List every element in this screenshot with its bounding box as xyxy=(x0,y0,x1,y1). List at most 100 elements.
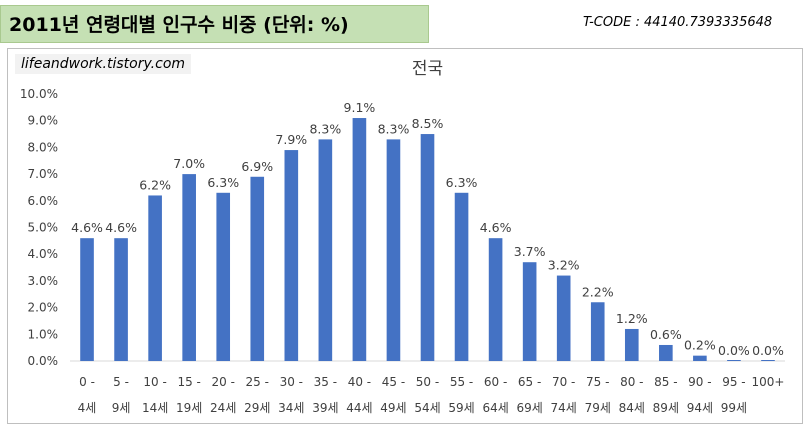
bar xyxy=(80,238,94,361)
x-tick-label: 10 - xyxy=(143,375,166,389)
bar xyxy=(624,328,639,361)
data-label: 3.7% xyxy=(514,244,546,259)
x-tick-label-suffix: 69세 xyxy=(516,401,542,415)
bar xyxy=(386,139,401,361)
data-label: 4.6% xyxy=(480,220,512,235)
data-label: 6.3% xyxy=(446,175,478,190)
y-tick-label: 9.0% xyxy=(28,114,59,128)
chart-title: 전국 xyxy=(412,59,443,79)
y-tick-label: 0.0% xyxy=(28,354,59,368)
x-tick-label: 60 - xyxy=(484,375,507,389)
x-tick-label: 45 - xyxy=(382,375,405,389)
bar xyxy=(318,139,333,361)
x-tick-label: 40 - xyxy=(348,375,371,389)
data-label: 0.6% xyxy=(650,327,682,342)
data-label: 7.9% xyxy=(275,132,307,147)
data-label: 6.2% xyxy=(139,177,171,192)
x-tick-label: 95 - xyxy=(722,375,745,389)
x-tick-label: 70 - xyxy=(552,375,575,389)
data-label: 8.3% xyxy=(378,121,410,136)
y-tick-label: 2.0% xyxy=(28,301,59,315)
x-tick-label-suffix: 74세 xyxy=(551,401,577,415)
x-tick-label: 100+ xyxy=(751,375,784,389)
bar xyxy=(420,134,435,361)
data-label: 0.0% xyxy=(718,343,750,358)
bar xyxy=(216,192,231,361)
bar xyxy=(182,174,196,361)
y-tick-label: 8.0% xyxy=(28,140,59,154)
x-tick-label: 30 - xyxy=(280,375,303,389)
x-tick-label-suffix: 49세 xyxy=(380,401,406,415)
data-label: 9.1% xyxy=(344,100,376,115)
bar xyxy=(590,302,605,361)
data-label: 8.3% xyxy=(309,121,341,136)
x-tick-label: 80 - xyxy=(620,375,643,389)
x-tick-label-suffix: 54세 xyxy=(414,401,440,415)
x-tick-label-suffix: 44세 xyxy=(346,401,372,415)
x-tick-label: 35 - xyxy=(314,375,337,389)
bar xyxy=(556,275,571,361)
data-label: 0.2% xyxy=(684,338,716,353)
bar xyxy=(659,344,673,361)
x-tick-label-suffix: 64세 xyxy=(482,401,508,415)
data-label: 2.2% xyxy=(582,284,614,299)
x-tick-label: 50 - xyxy=(416,375,439,389)
data-label: 4.6% xyxy=(71,220,103,235)
data-label: 4.6% xyxy=(105,220,137,235)
bar xyxy=(761,360,775,361)
chart-frame xyxy=(7,48,803,424)
y-tick-label: 6.0% xyxy=(28,194,59,208)
y-tick-label: 4.0% xyxy=(28,247,59,261)
x-tick-label-suffix: 84세 xyxy=(619,401,645,415)
x-tick-label: 20 - xyxy=(212,375,235,389)
bar xyxy=(454,192,469,361)
bar xyxy=(488,238,503,361)
y-tick-label: 5.0% xyxy=(28,221,59,235)
x-tick-label-suffix: 34세 xyxy=(278,401,304,415)
x-tick-label: 65 - xyxy=(518,375,541,389)
x-tick-label-suffix: 59세 xyxy=(448,401,474,415)
x-tick-label-suffix: 24세 xyxy=(210,401,236,415)
y-tick-label: 1.0% xyxy=(28,327,59,341)
bar xyxy=(693,355,707,361)
x-tick-label-suffix: 29세 xyxy=(244,401,270,415)
data-label: 8.5% xyxy=(412,116,444,131)
bar xyxy=(284,150,299,361)
x-tick-label: 75 - xyxy=(586,375,609,389)
x-tick-label-suffix: 94세 xyxy=(687,401,713,415)
x-tick-label: 0 - xyxy=(79,375,95,389)
bar xyxy=(250,176,265,361)
x-tick-label-suffix: 19세 xyxy=(176,401,202,415)
x-tick-label-suffix: 14세 xyxy=(142,401,168,415)
data-label: 6.9% xyxy=(241,159,273,174)
bar xyxy=(148,195,162,361)
x-tick-label-suffix: 4세 xyxy=(78,401,97,415)
y-tick-label: 10.0% xyxy=(20,87,58,101)
x-tick-label-suffix: 9세 xyxy=(112,401,131,415)
y-tick-label: 7.0% xyxy=(28,167,59,181)
bar xyxy=(522,262,537,361)
source-label: lifeandwork.tistory.com xyxy=(15,54,192,74)
data-label: 6.3% xyxy=(207,175,239,190)
y-tick-label: 3.0% xyxy=(28,274,59,288)
x-tick-label: 55 - xyxy=(450,375,473,389)
bar xyxy=(352,118,367,361)
x-tick-label-suffix: 99세 xyxy=(721,401,747,415)
x-tick-label-suffix: 89세 xyxy=(653,401,679,415)
x-tick-label-suffix: 39세 xyxy=(312,401,338,415)
x-tick-label: 15 - xyxy=(177,375,200,389)
data-label: 3.2% xyxy=(548,258,580,273)
data-label: 1.2% xyxy=(616,311,648,326)
x-tick-label: 90 - xyxy=(688,375,711,389)
x-tick-label: 85 - xyxy=(654,375,677,389)
bar xyxy=(114,238,128,361)
x-tick-label: 5 - xyxy=(113,375,129,389)
bar xyxy=(727,360,741,361)
x-tick-label: 25 - xyxy=(246,375,269,389)
x-tick-label-suffix: 79세 xyxy=(585,401,611,415)
tcode-label: T-CODE : 44140.7393335648 xyxy=(583,15,773,30)
data-label: 7.0% xyxy=(173,156,205,171)
page-title: 2011년 연령대별 인구수 비중 (단위: %) xyxy=(0,5,429,43)
data-label: 0.0% xyxy=(752,343,784,358)
